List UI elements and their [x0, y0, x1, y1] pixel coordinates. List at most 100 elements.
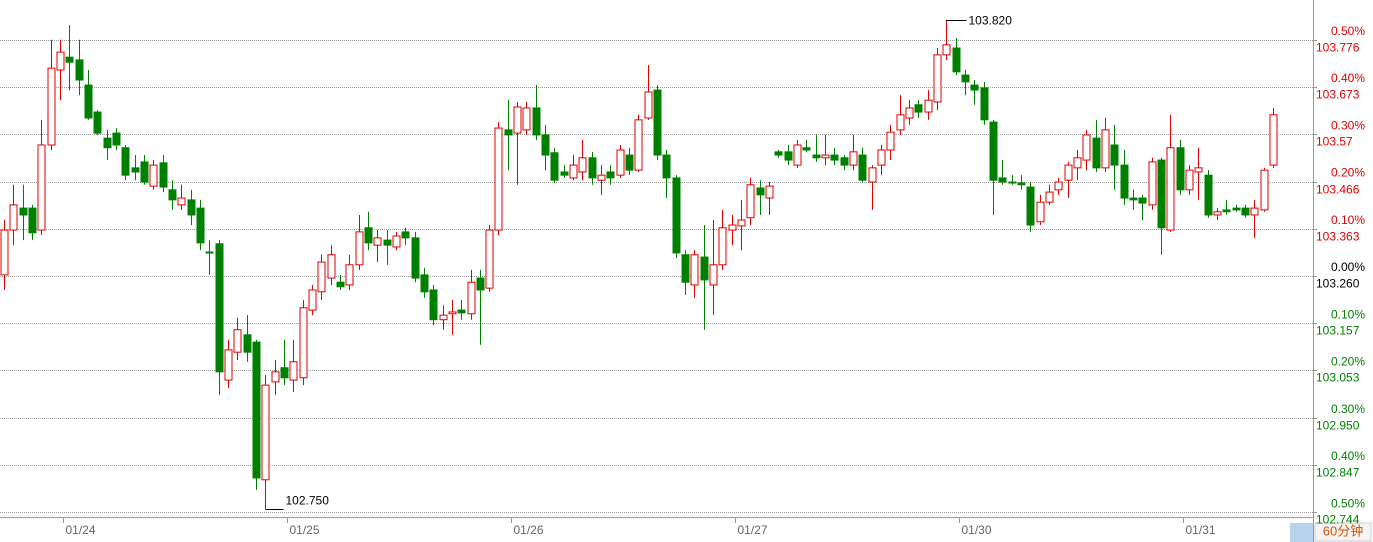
candle-body	[1213, 211, 1222, 216]
candle-body	[1008, 181, 1017, 184]
y2-tick-label: 0.30%	[1331, 118, 1365, 132]
candle-body	[1204, 174, 1213, 216]
candle-body	[215, 243, 224, 373]
candle-body	[737, 219, 746, 227]
candle-body	[1017, 182, 1026, 186]
y-tick-label: 103.363	[1316, 230, 1360, 244]
y-tick-label: 103.57	[1316, 135, 1353, 149]
candle-body	[1129, 197, 1138, 201]
y-tick-label: 103.466	[1316, 183, 1360, 197]
candle-body	[93, 111, 102, 134]
candle-body	[905, 107, 914, 119]
candle-body	[597, 174, 606, 181]
candle-body	[681, 254, 690, 283]
candle-body	[728, 224, 737, 231]
candle-body	[765, 185, 774, 199]
y2-tick-label: 0.20%	[1331, 355, 1365, 369]
candle-body	[569, 164, 578, 179]
candle-body	[140, 161, 149, 183]
candle-body	[224, 349, 233, 381]
candle-body	[233, 329, 242, 353]
candle-body	[112, 132, 121, 146]
candle-body	[868, 167, 877, 183]
candle-body	[411, 237, 420, 279]
candle-body	[1157, 159, 1166, 229]
candle-body	[439, 314, 448, 321]
candle-body	[345, 264, 354, 286]
candle-body	[662, 154, 671, 179]
candle-body	[644, 91, 653, 119]
candle-body	[0, 229, 9, 276]
candle-body	[485, 229, 494, 289]
candle-body	[616, 149, 625, 176]
candle-body	[1110, 144, 1119, 166]
candle-body	[299, 307, 308, 379]
candle-body	[532, 107, 541, 136]
candle-body	[606, 171, 615, 179]
candle-body	[177, 197, 186, 206]
candle-body	[457, 309, 466, 314]
scroll-box[interactable]	[1290, 523, 1313, 542]
candle-body	[1064, 164, 1073, 181]
candle-body	[317, 261, 326, 293]
candle-body	[47, 67, 56, 146]
candle-body	[1054, 181, 1063, 191]
y-tick-label: 103.053	[1316, 371, 1360, 385]
candle-body	[28, 207, 37, 234]
candle-body	[261, 384, 270, 481]
y-tick-label: 102.847	[1316, 466, 1360, 480]
x-tick-label: 01/25	[290, 523, 320, 537]
candle-body	[840, 157, 849, 166]
candle-body	[550, 152, 559, 181]
candle-body	[19, 207, 28, 216]
candle-body	[37, 144, 46, 231]
candle-body	[355, 231, 364, 266]
y2-tick-label: 0.40%	[1331, 449, 1365, 463]
candle-body	[1185, 169, 1194, 191]
candle-body	[168, 189, 177, 201]
candle-body	[1260, 169, 1269, 211]
candle-body	[1176, 147, 1185, 191]
candle-body	[1101, 129, 1110, 169]
candle-body	[1092, 137, 1101, 169]
y2-tick-label: 0.00%	[1331, 260, 1365, 274]
candle-body	[149, 164, 158, 187]
low-label: 102.750	[286, 494, 330, 508]
y2-tick-label: 0.50%	[1331, 24, 1365, 38]
candle-body	[1194, 167, 1203, 173]
candle-body	[252, 341, 261, 479]
candle-body	[401, 231, 410, 239]
candle-body	[756, 187, 765, 196]
candle-body	[448, 311, 457, 315]
candle-body	[103, 137, 112, 149]
candle-body	[467, 281, 476, 315]
candle-body	[980, 87, 989, 121]
candle-body	[774, 151, 783, 156]
x-tick-label: 01/30	[962, 523, 992, 537]
candle-body	[1073, 157, 1082, 169]
candle-body	[877, 149, 886, 166]
candle-body	[56, 51, 65, 71]
candle-body	[830, 154, 839, 161]
y2-tick-label: 0.20%	[1331, 166, 1365, 180]
candle-body	[1222, 209, 1231, 213]
candle-body	[690, 254, 699, 286]
candle-body	[952, 47, 961, 73]
candle-body	[560, 171, 569, 176]
candle-body	[243, 334, 252, 353]
candle-body	[504, 129, 513, 136]
candle-body	[364, 227, 373, 244]
x-tick-label: 01/26	[514, 523, 544, 537]
period-box[interactable]	[1314, 522, 1372, 542]
candle-body	[784, 151, 793, 161]
period-label[interactable]: 60分钟	[1323, 523, 1363, 538]
candle-body	[476, 277, 485, 291]
y2-tick-label: 0.30%	[1331, 402, 1365, 416]
y-tick-label: 103.260	[1316, 277, 1360, 291]
candle-body	[588, 157, 597, 179]
candle-body	[970, 84, 979, 91]
candle-body	[522, 107, 531, 131]
candle-body	[131, 167, 140, 173]
candle-body	[196, 207, 205, 244]
y-tick-label: 103.157	[1316, 324, 1360, 338]
